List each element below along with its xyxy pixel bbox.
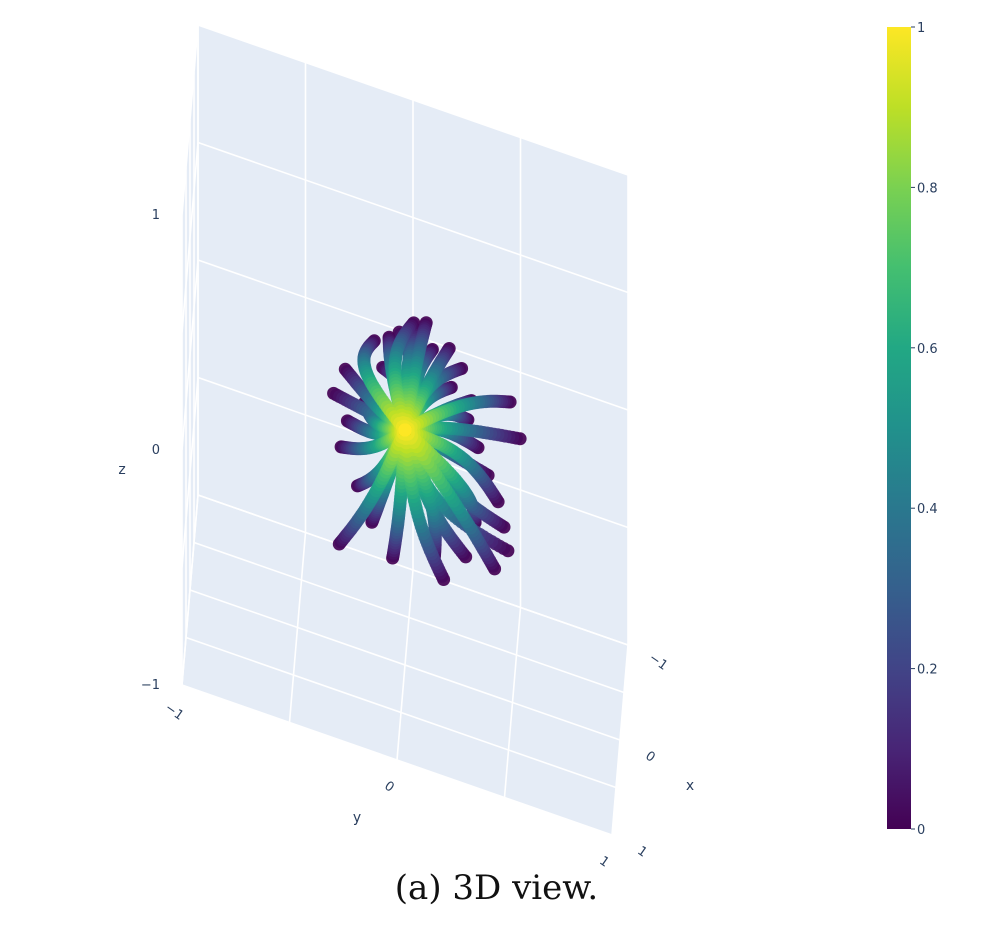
colorbar-tick-label: 0 [917, 823, 925, 838]
grid-line [181, 142, 199, 333]
colorbar-tick-label: 0.8 [917, 181, 938, 196]
y-axis-label: y [353, 810, 361, 826]
colorbar-tick-label: 0.4 [917, 502, 938, 517]
colorbar-tick-label: 0.2 [917, 663, 938, 678]
colorbar: 0 0.2 0.4 0.6 0.8 1 [887, 21, 938, 838]
data-traces [327, 316, 527, 586]
figure-caption: (a) 3D view. [394, 868, 599, 908]
x-tick-label: 0 [642, 749, 657, 766]
y-tick-label: 0 [381, 779, 396, 796]
z-tick-label: 0 [152, 443, 160, 458]
z-axis-label: z [118, 462, 125, 478]
x-tick-label: −1 [646, 650, 670, 673]
grid-line [197, 141, 629, 294]
colorbar-tick-label: 1 [917, 21, 925, 36]
colorbar-gradient [887, 27, 911, 829]
x-axis-label: x [686, 778, 694, 794]
grid-line [181, 24, 199, 216]
grid-line [611, 644, 629, 836]
grid-line [503, 607, 522, 798]
grid-line [396, 569, 414, 761]
trace-point [398, 423, 412, 437]
grid-lines [181, 24, 629, 836]
z-tick-label: 1 [152, 208, 160, 223]
grid-line [185, 636, 617, 789]
grid-line [181, 684, 613, 836]
grid-line [181, 259, 199, 451]
y-tick-label: −1 [162, 700, 186, 723]
z-tick-label: −1 [141, 678, 160, 693]
colorbar-tick-label: 0.6 [917, 342, 938, 357]
grid-line [197, 24, 629, 176]
x-tick-label: 1 [634, 844, 649, 861]
